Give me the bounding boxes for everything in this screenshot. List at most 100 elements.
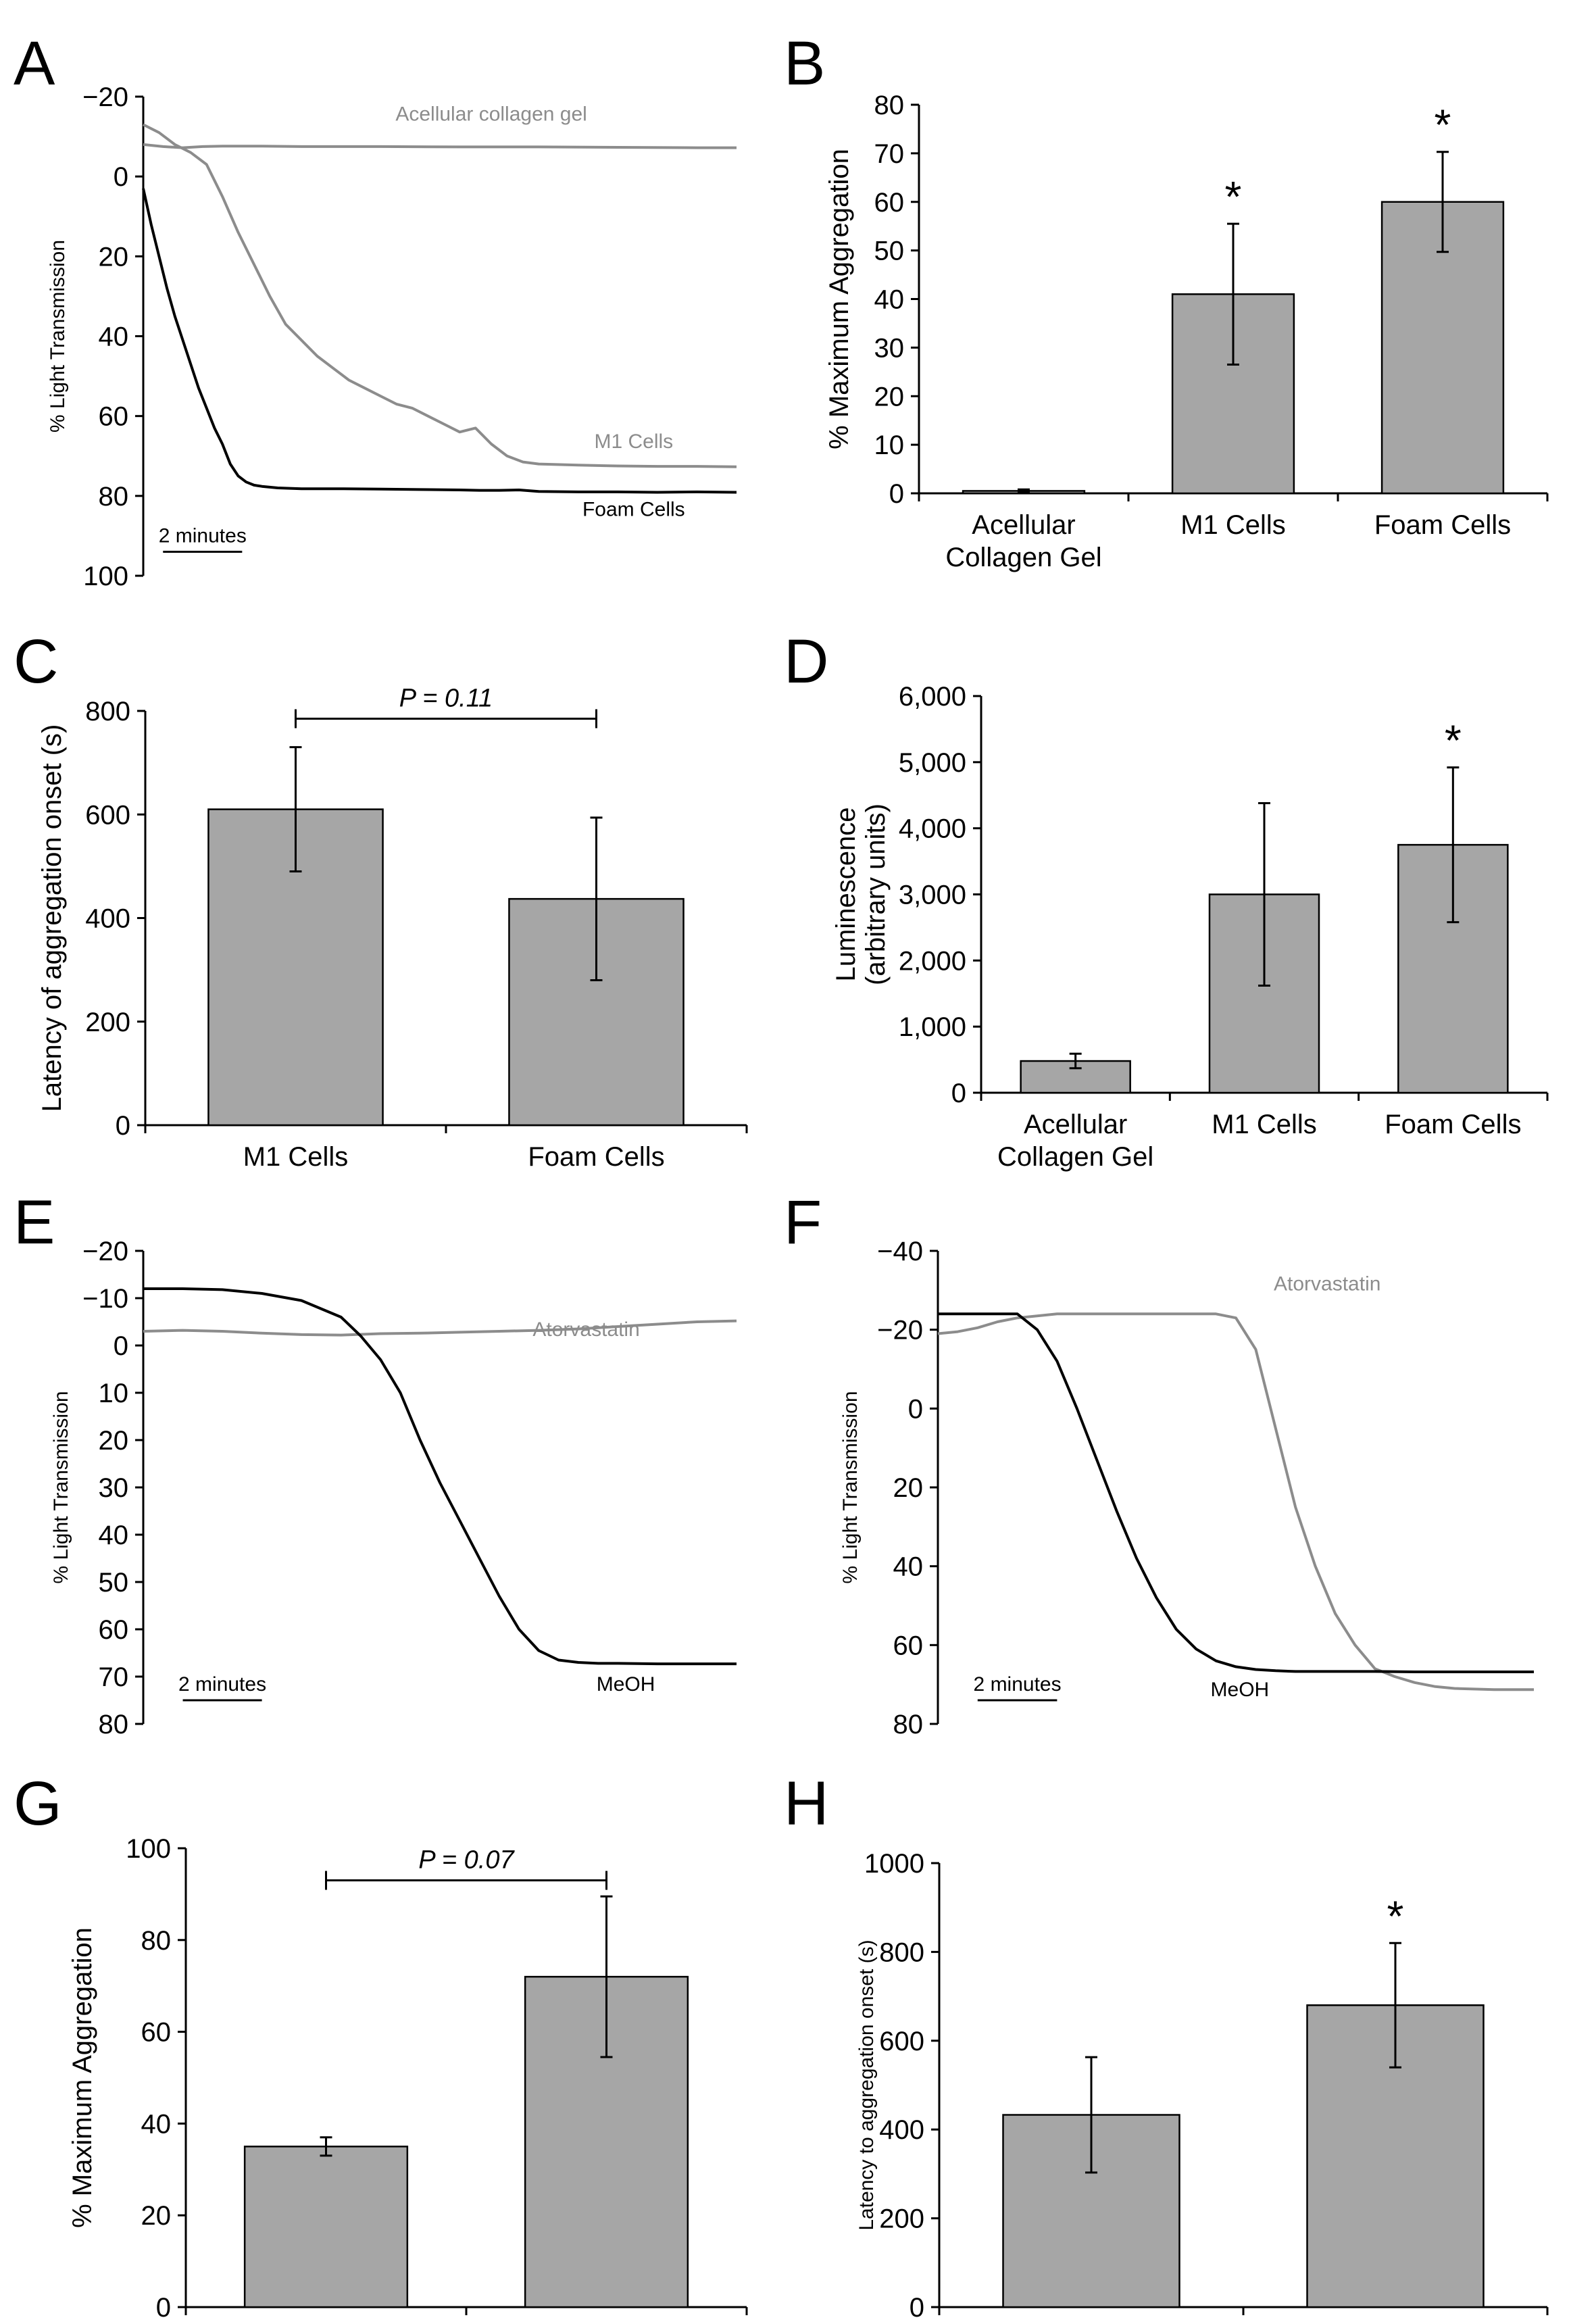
panel-G-y-tick-label: 20 [141,2201,172,2231]
panel-H-y-tick-label: 600 [879,2027,924,2056]
panel-D-y-axis-title: (arbitrary units) [861,803,891,985]
panel-D-y-tick-label: 4,000 [899,814,966,844]
panel-F-y-tick-label: 0 [908,1394,923,1424]
panel-B-y-tick-label: 30 [874,333,905,363]
panel-A-series-m1-cells [143,123,737,468]
panel-E-y-tick-label: 30 [99,1473,129,1503]
panel-A-series-label-acellular-collagen-gel: Acellular collagen gel [395,103,587,125]
panel-letter-A: A [14,29,55,98]
panel-F-y-tick-label: −40 [877,1237,923,1266]
panel-A-series-foam-cells [142,188,737,494]
panel-C-y-tick-label: 800 [85,697,130,726]
panel-A-y-tick-label: 40 [99,322,129,352]
panel-C-y-tick-label: 0 [116,1111,130,1141]
panel-B-y-tick-label: 80 [874,91,905,120]
panel-D-y-tick-label: 1,000 [899,1012,966,1042]
panel-D-y-tick-label: 5,000 [899,748,966,778]
panel-A-y-tick-label: 100 [83,562,128,591]
panel-H-y-tick-label: 1000 [864,1849,924,1879]
panel-H-y-tick-label: 200 [879,2204,924,2234]
panel-G-bar [524,1975,689,2308]
panel-G-y-tick-label: 80 [141,1926,172,1956]
panel-E-y-tick-label: 40 [99,1521,129,1550]
panel-C-p-value: P = 0.11 [399,684,493,712]
panel-F-series-atorvastatin [937,1312,1534,1691]
panel-H-y-axis-title: Latency to aggregation onset (s) [855,1939,878,2230]
panel-G-y-tick-label: 100 [126,1834,171,1864]
panel-F-series-label-meoh: MeOH [1211,1679,1270,1701]
panel-C-y-tick-label: 200 [85,1008,130,1037]
panel-B-y-tick-label: 50 [874,237,905,266]
panel-B-significance-star: * [1225,172,1242,221]
panel-F-y-tick-label: 20 [893,1473,924,1503]
panel-letter-F: F [784,1188,822,1257]
panel-E-y-tick-label: 80 [99,1710,129,1739]
panel-C-category-label: M1 Cells [243,1142,349,1172]
panel-D-significance-star: * [1445,716,1462,765]
panel-C-y-tick-label: 600 [85,800,130,830]
panel-F-y-tick-label: −20 [877,1316,923,1345]
panel-A-series-label-m1-cells: M1 Cells [594,430,673,453]
panel-D-category-label: Foam Cells [1385,1110,1521,1139]
panel-E-y-tick-label: 50 [99,1568,129,1598]
panel-B-y-tick-label: 40 [874,285,905,315]
panel-B-y-axis-title: % Maximum Aggregation [824,149,854,449]
panel-B-y-tick-label: 0 [889,479,904,509]
panel-F-series-meoh [938,1312,1534,1673]
panel-A-y-axis-title: % Light Transmission [47,240,69,432]
panel-G-y-axis-title: % Maximum Aggregation [68,1927,97,2228]
panel-E-y-tick-label: 60 [99,1615,129,1645]
panel-letter-C: C [14,627,58,696]
panel-letter-E: E [14,1188,55,1257]
panel-E-scale-bar-label: 2 minutes [178,1673,266,1696]
panel-G-y-tick-label: 60 [141,2018,172,2048]
panel-F-y-tick-label: 80 [893,1710,924,1739]
panel-A-series-label-foam-cells: Foam Cells [582,498,685,520]
panel-letter-B: B [784,29,825,98]
panel-letter-D: D [784,627,828,696]
panel-B-bar-chart: 0 10 20 30 40 50 60 70 80 % Maximum Aggregation Ac… [824,91,1549,572]
panel-D-y-tick-label: 6,000 [899,682,966,712]
panel-A-y-tick-label: 60 [99,402,129,432]
panel-D-y-tick-label: 2,000 [899,946,966,976]
panel-D-y-tick-label: 0 [951,1079,966,1108]
panel-A-line-chart: −20 0 20 40 60 80 100 % Light Transmission Acell… [47,82,737,591]
panel-H-bar-chart: 0 200 400 600 800 1000 Latency to aggregation … [855,1849,1549,2323]
panel-F-y-tick-label: 60 [893,1631,924,1660]
panel-C-bar [207,808,384,1127]
panel-H-y-tick-label: 400 [879,2115,924,2145]
panel-F-line-chart: −40 −20 0 20 40 60 80 % Light Transmission Atorv… [839,1237,1534,1739]
panel-B-y-tick-label: 20 [874,382,905,412]
panel-A-y-tick-label: 0 [114,162,128,192]
panel-D-y-tick-label: 3,000 [899,881,966,910]
panel-E-series-atorvastatin [143,1319,737,1337]
panel-B-category-label: Collagen Gel [945,543,1101,572]
panel-C-category-label: Foam Cells [528,1142,664,1172]
panel-B-category-label: M1 Cells [1180,510,1286,540]
panel-E-y-tick-label: 70 [99,1662,129,1692]
panel-C-y-tick-label: 400 [85,904,130,934]
panel-B-y-tick-label: 10 [874,430,905,460]
panel-H-y-tick-label: 0 [910,2293,924,2323]
panel-B-category-label: Foam Cells [1374,510,1511,540]
panel-E-series-label-atorvastatin: Atorvastatin [532,1318,639,1341]
panel-A-y-tick-label: 80 [99,482,129,512]
panel-B-y-tick-label: 70 [874,139,905,169]
panel-G-y-tick-label: 40 [141,2109,172,2139]
panel-D-bar-chart: 0 1,000 2,000 3,000 4,000 5,000 6,000 Luminesce… [831,682,1549,1172]
panel-F-y-tick-label: 40 [893,1552,924,1582]
panel-D-category-label: M1 Cells [1212,1110,1317,1139]
panel-A-y-tick-label: 20 [99,242,129,272]
panel-A-scale-bar-label: 2 minutes [159,525,247,547]
panel-D-category-label: Collagen Gel [997,1142,1153,1172]
panel-D-category-label: Acellular [1024,1110,1127,1139]
panel-G-p-value: P = 0.07 [418,1846,515,1875]
panel-H-significance-star: * [1387,1892,1404,1940]
panel-E-y-tick-label: −10 [82,1284,128,1314]
panel-G-y-tick-label: 0 [156,2293,171,2323]
panel-B-significance-star: * [1435,101,1451,149]
panel-C-y-axis-title: Latency of aggregation onset (s) [37,724,67,1112]
